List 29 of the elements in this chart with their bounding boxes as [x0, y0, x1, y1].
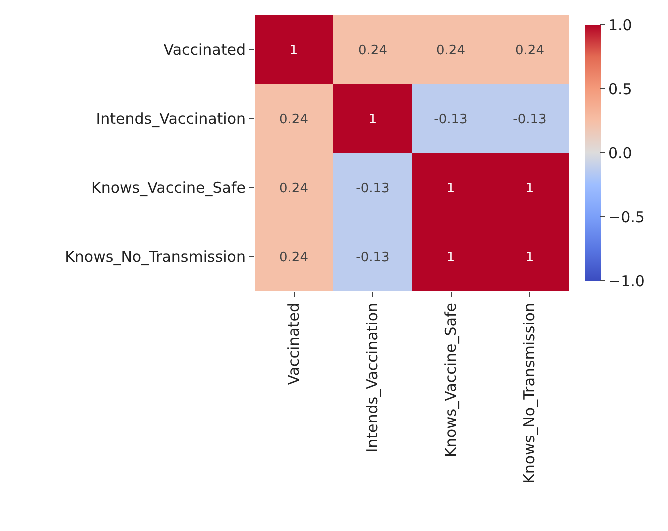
data-label: 1	[446, 182, 456, 197]
y-tick-label: Knows_Vaccine_Safe	[91, 178, 246, 197]
data-label: 0.24	[436, 44, 466, 59]
color-bar-label: 0.5	[608, 80, 632, 98]
color-bar-label: −0.5	[608, 208, 645, 226]
data-label: 0.24	[280, 112, 308, 128]
data-label: 1	[368, 112, 378, 128]
data-label: 1	[290, 44, 298, 59]
y-tick-label: Knows_No_Transmission	[65, 248, 246, 266]
data-label: 0.24	[280, 182, 308, 197]
data-label: 0.24	[280, 250, 308, 266]
color-bar-label: 0.0	[608, 144, 632, 162]
x-tick-label: Vaccinated	[285, 303, 304, 386]
y-tick-label: Intends_Vaccination	[96, 110, 246, 128]
color-bar-label: −1.0	[608, 272, 645, 290]
color-bar-label: 1.0	[608, 16, 632, 34]
data-label: -0.13	[434, 112, 468, 128]
data-label: -0.13	[513, 112, 547, 128]
data-label: 0.24	[516, 44, 544, 59]
x-tick-label: Knows_Vaccine_Safe	[442, 303, 460, 458]
data-label: 1	[526, 182, 534, 197]
y-tick-label: Vaccinated	[164, 40, 246, 59]
data-label: 1	[446, 250, 456, 266]
data-label: -0.13	[356, 250, 390, 266]
data-label: 1	[526, 250, 534, 266]
x-tick-label: Knows_No_Transmission	[520, 303, 539, 484]
data-label: 0.24	[358, 44, 388, 59]
x-tick-label: Intends_Vaccination	[364, 303, 382, 453]
data-label: -0.13	[356, 182, 390, 197]
